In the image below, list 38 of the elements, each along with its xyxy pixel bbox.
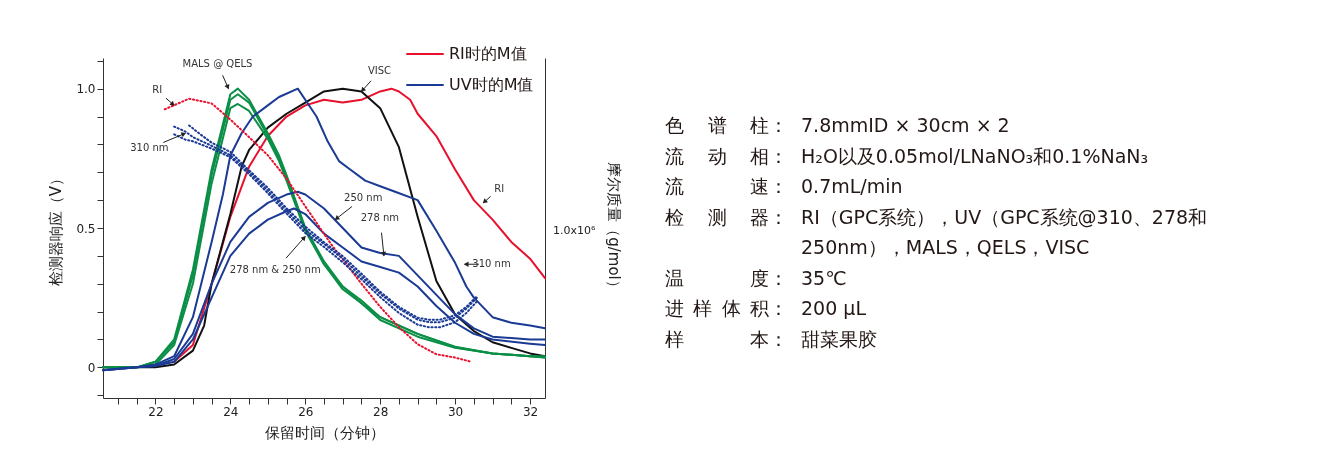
text: 0.7mL/min (801, 174, 904, 199)
legend-label: UV时的M值 (449, 75, 534, 94)
legend-label: RI时的M值 (449, 44, 527, 63)
text: 35℃ (801, 265, 848, 291)
text: 样本： (665, 326, 788, 352)
text: 流动相： (665, 143, 788, 169)
annotation: 310 nm (130, 142, 169, 154)
text: 进样体积： (665, 296, 788, 321)
annotation: RI (494, 182, 505, 194)
text: 检测器： (665, 204, 788, 230)
y-tick-label: 0 (87, 360, 96, 375)
y2-axis-title: 摩尔质量（g/mol） (604, 162, 623, 295)
annotation: 278 nm (360, 211, 400, 223)
y-axis-title: 检测器响应（V） (47, 170, 66, 287)
annotation: MALS @ QELS (182, 57, 253, 69)
annotation: 278 nm & 250 nm (229, 264, 321, 276)
text: 7.8mmID × 30cm × 2 (801, 113, 1011, 138)
annotation: 250 nm (344, 191, 383, 203)
x-tick-label: 22 (148, 404, 164, 419)
annotation: RI (152, 84, 163, 96)
text: 200 µL (801, 296, 867, 321)
text: 甜菜果胶 (801, 326, 878, 352)
x-tick-label: 24 (223, 404, 239, 419)
text: 温度： (665, 265, 788, 291)
y-tick-label: 1.0 (76, 82, 96, 97)
annotation: 310 nm (472, 258, 511, 270)
text: 色谱柱： (665, 113, 788, 138)
x-tick-label: 28 (373, 404, 389, 419)
text: RI（GPC系统），UV（GPC系统@310、278和250nm），MALS，QELS，VISC (801, 204, 1209, 260)
x-axis-title: 保留时间（分钟） (264, 423, 385, 442)
text: 1.0x10⁶ (553, 224, 596, 238)
text: 流速： (665, 174, 788, 199)
y-tick-label: 0.5 (76, 221, 96, 236)
x-tick-label: 32 (522, 404, 539, 419)
x-tick-label: 30 (447, 404, 464, 419)
text: H₂O以及0.05mol/LNaNO₃和0.1%NaN₃ (801, 143, 1150, 169)
annotation: VISC (367, 65, 392, 77)
x-tick-label: 26 (298, 404, 314, 419)
